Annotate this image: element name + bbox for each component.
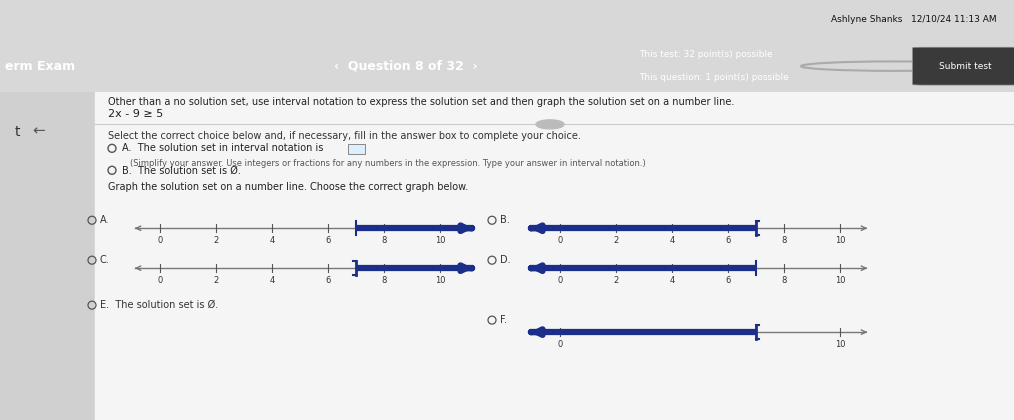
Text: 10: 10 <box>435 236 445 245</box>
Text: D.: D. <box>500 255 511 265</box>
Text: 0: 0 <box>558 236 563 245</box>
Text: 0: 0 <box>558 276 563 285</box>
Text: Graph the solution set on a number line. Choose the correct graph below.: Graph the solution set on a number line.… <box>108 182 468 192</box>
Text: B.  The solution set is Ø.: B. The solution set is Ø. <box>122 165 241 175</box>
Text: C.: C. <box>100 255 110 265</box>
Text: 4: 4 <box>669 236 674 245</box>
Text: 6: 6 <box>325 276 331 285</box>
Text: 6: 6 <box>725 276 731 285</box>
Text: 4: 4 <box>669 276 674 285</box>
Text: erm Exam: erm Exam <box>5 60 75 73</box>
FancyBboxPatch shape <box>348 144 364 154</box>
FancyBboxPatch shape <box>913 47 1014 85</box>
Text: t: t <box>15 125 20 139</box>
Text: 4: 4 <box>270 236 275 245</box>
Text: 2: 2 <box>213 236 219 245</box>
Text: 8: 8 <box>381 276 386 285</box>
Text: B.: B. <box>500 215 510 225</box>
Text: 10: 10 <box>835 340 846 349</box>
Text: 2: 2 <box>613 276 619 285</box>
Text: 2: 2 <box>613 236 619 245</box>
Text: 10: 10 <box>835 236 846 245</box>
Text: 10: 10 <box>435 276 445 285</box>
Text: 2: 2 <box>213 276 219 285</box>
Text: 2x - 9 ≥ 5: 2x - 9 ≥ 5 <box>108 109 163 119</box>
Text: ←: ← <box>32 123 45 138</box>
Ellipse shape <box>536 120 564 129</box>
Text: Ashlyne Shanks   12/10/24 11:13 AM: Ashlyne Shanks 12/10/24 11:13 AM <box>831 16 997 24</box>
Text: 6: 6 <box>725 236 731 245</box>
Text: Other than a no solution set, use interval notation to express the solution set : Other than a no solution set, use interv… <box>108 97 734 108</box>
Text: 8: 8 <box>782 236 787 245</box>
Text: A.  The solution set in interval notation is: A. The solution set in interval notation… <box>122 143 323 153</box>
Text: Submit test: Submit test <box>939 62 992 71</box>
Text: 0: 0 <box>157 276 162 285</box>
Text: This question: 1 point(s) possible: This question: 1 point(s) possible <box>639 73 789 82</box>
Text: F.: F. <box>500 315 507 325</box>
Text: 10: 10 <box>835 276 846 285</box>
Text: 6: 6 <box>325 236 331 245</box>
Text: E.  The solution set is Ø.: E. The solution set is Ø. <box>100 300 218 310</box>
Text: 0: 0 <box>157 236 162 245</box>
Text: ‹  Question 8 of 32  ›: ‹ Question 8 of 32 › <box>334 60 478 73</box>
Text: Select the correct choice below and, if necessary, fill in the answer box to com: Select the correct choice below and, if … <box>108 131 581 142</box>
Text: 4: 4 <box>270 276 275 285</box>
Text: A.: A. <box>100 215 110 225</box>
Text: (Simplify your answer. Use integers or fractions for any numbers in the expressi: (Simplify your answer. Use integers or f… <box>130 159 646 168</box>
Text: 8: 8 <box>782 276 787 285</box>
Text: This test: 32 point(s) possible: This test: 32 point(s) possible <box>639 50 773 59</box>
Text: 0: 0 <box>558 340 563 349</box>
Text: 8: 8 <box>381 236 386 245</box>
Bar <box>0 92 95 420</box>
